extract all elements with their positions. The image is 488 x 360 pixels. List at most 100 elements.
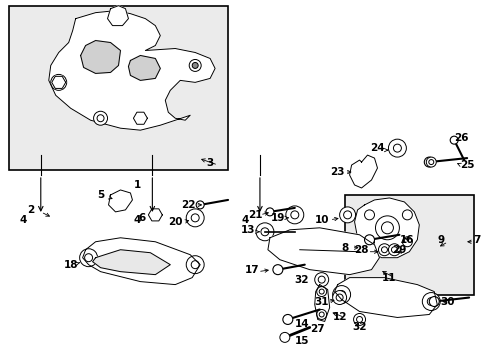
Circle shape: [319, 312, 324, 317]
Text: 29: 29: [391, 245, 406, 255]
Circle shape: [285, 206, 303, 224]
Polygon shape: [92, 250, 170, 275]
Circle shape: [55, 78, 62, 86]
Circle shape: [332, 285, 350, 303]
Circle shape: [424, 157, 433, 167]
Circle shape: [196, 201, 203, 209]
Text: 28: 28: [354, 245, 368, 255]
Circle shape: [353, 314, 365, 325]
Circle shape: [261, 228, 268, 236]
Text: 23: 23: [330, 167, 344, 177]
Circle shape: [318, 276, 325, 283]
Circle shape: [97, 115, 104, 122]
Circle shape: [265, 208, 273, 216]
Circle shape: [402, 210, 411, 220]
Circle shape: [189, 59, 201, 71]
Circle shape: [375, 216, 399, 240]
Circle shape: [428, 297, 438, 306]
Text: 24: 24: [369, 143, 384, 153]
Circle shape: [426, 157, 435, 167]
Circle shape: [393, 144, 401, 152]
Text: 4: 4: [241, 215, 248, 225]
Circle shape: [364, 237, 374, 247]
Polygon shape: [128, 55, 160, 80]
Text: 12: 12: [332, 312, 346, 323]
Text: 18: 18: [63, 260, 78, 270]
Circle shape: [316, 310, 326, 319]
Circle shape: [337, 291, 345, 298]
Text: 5: 5: [97, 190, 104, 200]
Circle shape: [339, 207, 355, 223]
Circle shape: [449, 136, 457, 144]
Circle shape: [364, 235, 374, 245]
Polygon shape: [267, 228, 379, 275]
Bar: [9, 6, 227, 170]
Polygon shape: [107, 6, 128, 26]
Circle shape: [272, 265, 282, 275]
Polygon shape: [82, 238, 200, 285]
Circle shape: [387, 244, 400, 256]
Text: 13: 13: [240, 225, 255, 235]
Text: 17: 17: [244, 265, 259, 275]
Circle shape: [381, 247, 386, 253]
Circle shape: [279, 332, 289, 342]
Text: 32: 32: [351, 323, 366, 332]
Circle shape: [356, 316, 362, 323]
Circle shape: [402, 237, 411, 247]
Circle shape: [428, 159, 433, 165]
Text: 14: 14: [294, 319, 308, 329]
Text: 20: 20: [168, 217, 182, 227]
Text: 31: 31: [314, 297, 328, 306]
Text: 11: 11: [382, 273, 396, 283]
Text: 1: 1: [134, 180, 141, 190]
Text: 21: 21: [247, 210, 262, 220]
Bar: [344, 195, 473, 294]
Polygon shape: [349, 155, 377, 188]
Polygon shape: [108, 190, 132, 212]
Circle shape: [332, 291, 346, 305]
Text: 26: 26: [453, 133, 468, 143]
Text: 32: 32: [294, 275, 308, 285]
Circle shape: [335, 294, 343, 301]
Circle shape: [191, 261, 199, 269]
Text: 22: 22: [181, 200, 195, 210]
Polygon shape: [148, 209, 162, 221]
Text: 2: 2: [27, 205, 34, 215]
Circle shape: [343, 211, 351, 219]
Circle shape: [427, 298, 434, 306]
Polygon shape: [314, 285, 329, 321]
Circle shape: [364, 210, 374, 220]
Text: 15: 15: [294, 336, 308, 346]
Circle shape: [378, 244, 389, 256]
Polygon shape: [52, 76, 65, 89]
Polygon shape: [354, 198, 419, 258]
Circle shape: [93, 111, 107, 125]
Text: 6: 6: [139, 213, 146, 223]
Circle shape: [316, 287, 326, 297]
Text: 7: 7: [472, 235, 480, 245]
Circle shape: [186, 256, 203, 274]
Circle shape: [191, 214, 199, 222]
Circle shape: [80, 249, 98, 267]
Polygon shape: [133, 112, 147, 124]
Text: 30: 30: [439, 297, 453, 306]
Circle shape: [51, 75, 66, 90]
Polygon shape: [81, 41, 120, 73]
Text: 4: 4: [133, 215, 141, 225]
Text: 25: 25: [459, 160, 473, 170]
Text: 19: 19: [270, 213, 285, 223]
Text: 3: 3: [206, 158, 213, 168]
Circle shape: [319, 289, 324, 294]
Circle shape: [290, 211, 298, 219]
Circle shape: [390, 247, 397, 253]
Circle shape: [381, 222, 393, 234]
Circle shape: [186, 209, 203, 227]
Polygon shape: [334, 278, 436, 318]
Text: 8: 8: [340, 243, 347, 253]
Text: 4: 4: [19, 215, 26, 225]
Circle shape: [192, 62, 198, 68]
Circle shape: [255, 223, 273, 241]
Text: 9: 9: [437, 235, 444, 245]
Circle shape: [314, 273, 328, 287]
Circle shape: [387, 139, 406, 157]
